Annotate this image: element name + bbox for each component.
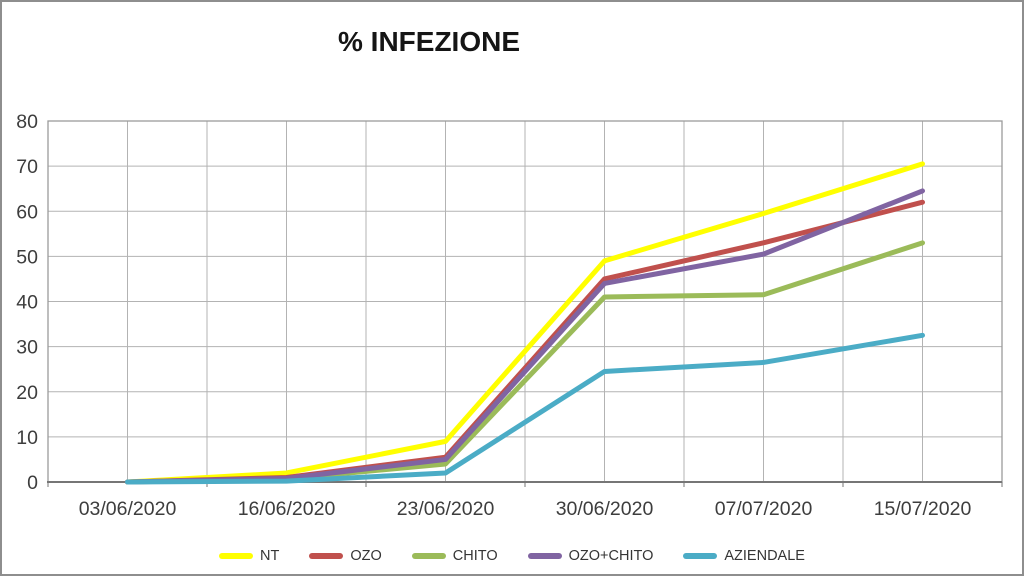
series-lines (125, 161, 925, 485)
series-line-aziendale (125, 332, 925, 485)
x-tick-label: 07/07/2020 (715, 498, 813, 520)
x-axis-labels: 03/06/2020 16/06/2020 23/06/2020 30/06/2020… (79, 498, 972, 520)
y-tick-label: 80 (16, 111, 38, 133)
y-tick-label: 50 (16, 246, 38, 268)
legend-label: AZIENDALE (724, 548, 805, 564)
legend-label: CHITO (452, 548, 498, 564)
series-line-nt (125, 161, 925, 485)
x-tick-label: 23/06/2020 (397, 498, 495, 520)
x-tick-label: 16/06/2020 (238, 498, 336, 520)
legend-item-ozo-chito: OZO+CHITO (527, 548, 654, 564)
y-tick-label: 70 (16, 156, 38, 178)
legend-swatch-icon (309, 553, 344, 559)
x-tick-label: 15/07/2020 (874, 498, 972, 520)
legend-item-ozo: OZO (309, 548, 382, 564)
legend: NT OZO CHITO OZO+CHITO AZIENDALE (2, 548, 1022, 564)
x-tick-label: 30/06/2020 (556, 498, 654, 520)
y-tick-label: 40 (16, 292, 38, 314)
legend-swatch-icon (411, 553, 446, 559)
y-tick-label: 0 (27, 472, 38, 494)
y-tick-label: 30 (16, 337, 38, 359)
y-tick-label: 60 (16, 201, 38, 223)
gridlines (47, 120, 1003, 483)
legend-item-nt: NT (219, 548, 279, 564)
x-tick-label: 03/06/2020 (79, 498, 177, 520)
legend-label: OZO (350, 548, 382, 564)
legend-swatch-icon (527, 553, 562, 559)
chart-title: % INFEZIONE (337, 26, 521, 57)
legend-swatch-icon (219, 553, 254, 559)
legend-swatch-icon (683, 553, 718, 559)
y-tick-label: 20 (16, 382, 38, 404)
y-tick-label: 10 (16, 427, 38, 449)
legend-label: NT (260, 548, 280, 564)
legend-item-chito: CHITO (411, 548, 498, 564)
y-axis-labels: 0 10 20 30 40 50 60 70 80 (16, 111, 38, 494)
legend-item-aziendale: AZIENDALE (683, 548, 805, 564)
legend-label: OZO+CHITO (568, 548, 654, 564)
